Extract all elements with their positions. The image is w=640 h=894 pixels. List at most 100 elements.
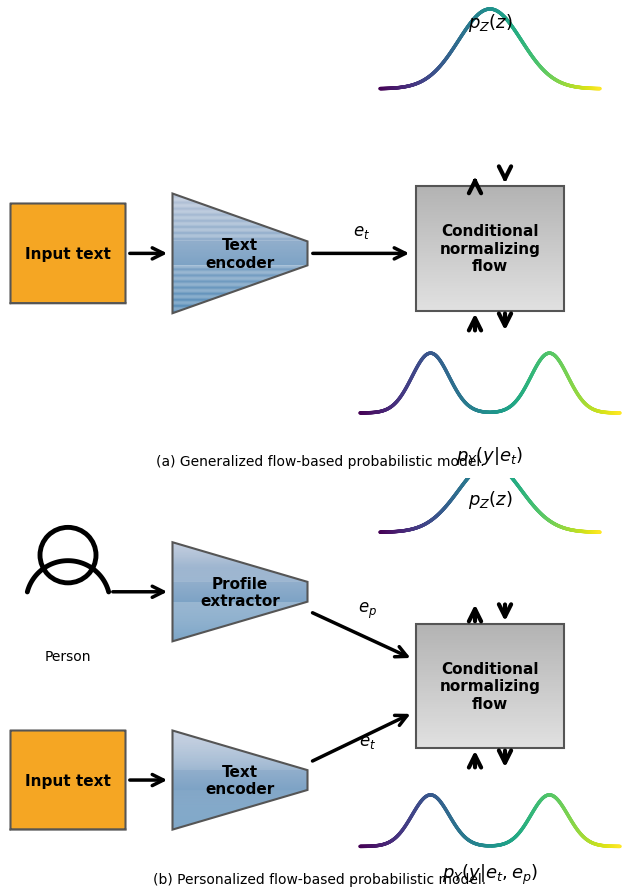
Polygon shape [416,650,564,652]
Text: Conditional
normalizing
flow: Conditional normalizing flow [440,662,540,711]
Polygon shape [416,298,564,299]
Polygon shape [173,767,301,768]
Polygon shape [173,761,277,762]
Polygon shape [173,772,307,773]
Polygon shape [173,250,307,252]
Polygon shape [173,588,307,589]
Polygon shape [173,200,193,201]
Polygon shape [173,581,307,582]
Polygon shape [416,624,564,626]
Polygon shape [173,304,200,306]
Polygon shape [416,665,564,666]
Polygon shape [173,782,307,783]
Polygon shape [416,626,564,627]
Polygon shape [416,216,564,218]
Polygon shape [416,669,564,670]
Polygon shape [173,764,291,765]
Polygon shape [173,553,213,554]
Polygon shape [173,629,213,631]
Polygon shape [173,757,267,758]
Polygon shape [416,664,564,665]
Polygon shape [173,804,260,805]
Polygon shape [173,605,298,606]
Polygon shape [173,790,307,791]
Polygon shape [173,242,307,243]
Polygon shape [416,249,564,250]
Polygon shape [173,824,189,826]
Polygon shape [416,194,564,196]
Polygon shape [173,257,307,259]
Polygon shape [173,783,307,784]
Polygon shape [173,264,307,265]
Polygon shape [416,707,564,708]
Polygon shape [173,290,240,291]
Polygon shape [173,570,270,571]
Polygon shape [416,698,564,700]
Polygon shape [173,812,233,813]
Polygon shape [416,227,564,228]
Polygon shape [173,587,307,588]
Polygon shape [173,771,307,772]
Polygon shape [173,241,307,242]
Polygon shape [173,558,227,559]
Polygon shape [416,734,564,736]
Polygon shape [173,545,186,546]
Polygon shape [173,259,307,260]
Polygon shape [416,278,564,279]
Polygon shape [416,206,564,207]
Polygon shape [416,309,564,310]
Polygon shape [173,296,223,297]
Polygon shape [416,237,564,238]
Polygon shape [173,219,247,221]
Polygon shape [173,619,250,620]
Polygon shape [173,277,277,278]
Polygon shape [416,231,564,232]
Polygon shape [416,207,564,208]
Polygon shape [173,212,227,214]
Polygon shape [173,613,270,614]
Text: Input text: Input text [25,772,111,788]
Polygon shape [173,632,206,633]
Polygon shape [416,642,564,643]
Polygon shape [173,239,301,240]
Polygon shape [416,276,564,278]
Polygon shape [416,632,564,633]
Polygon shape [173,303,203,304]
Polygon shape [173,592,307,593]
Polygon shape [173,777,307,778]
Polygon shape [416,301,564,303]
Polygon shape [173,606,294,607]
Polygon shape [416,672,564,674]
Polygon shape [416,259,564,260]
Polygon shape [173,800,274,801]
Polygon shape [416,260,564,262]
Polygon shape [173,593,307,595]
Polygon shape [173,796,287,797]
Polygon shape [416,297,564,298]
Polygon shape [173,224,260,225]
Polygon shape [416,229,564,231]
Polygon shape [173,818,213,819]
Polygon shape [173,821,203,822]
Polygon shape [173,789,307,790]
Polygon shape [173,827,182,828]
Text: $p_Y(y|e_t, e_p)$: $p_Y(y|e_t, e_p)$ [442,862,538,886]
Text: $e_t$: $e_t$ [360,733,376,750]
Polygon shape [173,784,307,785]
Polygon shape [173,246,307,247]
Polygon shape [173,601,307,602]
Polygon shape [416,223,564,224]
Polygon shape [173,799,277,800]
Polygon shape [173,288,247,289]
Polygon shape [416,268,564,269]
Polygon shape [416,681,564,682]
Polygon shape [416,305,564,307]
Polygon shape [173,780,307,781]
Polygon shape [173,215,237,217]
Polygon shape [416,713,564,714]
Polygon shape [173,552,210,553]
Polygon shape [416,736,564,737]
Polygon shape [173,284,257,285]
Polygon shape [173,599,307,600]
Text: $e_t$: $e_t$ [353,224,371,241]
